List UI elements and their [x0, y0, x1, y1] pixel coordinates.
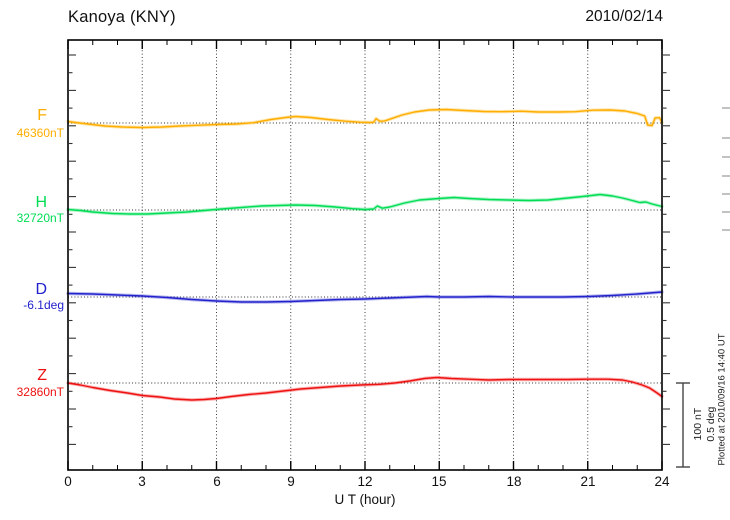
scale-bar-label: 100 nT 0.5 deg: [692, 401, 718, 447]
x-tick-label-12: 12: [357, 474, 373, 489]
x-tick-label-6: 6: [213, 474, 221, 489]
plot-timestamp-note: Plotted at 2010/09/16 14:40 UT: [716, 333, 728, 466]
scale-bar-nt-label: 100 nT: [691, 407, 704, 441]
x-tick-label-18: 18: [506, 474, 522, 489]
series-basevalue-z: 32860nT: [16, 385, 64, 399]
trace-h: [67, 193, 663, 215]
series-basevalue-f: 46360nT: [16, 126, 64, 140]
x-tick-label-9: 9: [287, 474, 295, 489]
series-basevalue-h: 32720nT: [16, 211, 64, 225]
series-label-z: Z: [37, 367, 47, 384]
date-label: 2010/02/14: [585, 8, 663, 25]
x-tick-label-0: 0: [64, 474, 72, 489]
trace-f: [67, 108, 663, 129]
series-basevalue-d: -6.1deg: [23, 298, 64, 312]
x-tick-label-3: 3: [138, 474, 146, 489]
x-tick-label-21: 21: [580, 474, 596, 489]
x-tick-label-24: 24: [654, 474, 670, 489]
x-tick-label-15: 15: [431, 474, 447, 489]
series-label-d: D: [35, 281, 47, 298]
station-title: Kanoya (KNY): [68, 8, 176, 26]
x-axis-title: U T (hour): [334, 492, 396, 507]
trace-z: [67, 376, 663, 401]
trace-d: [67, 291, 663, 303]
series-label-h: H: [35, 194, 47, 211]
series-label-f: F: [37, 107, 47, 124]
